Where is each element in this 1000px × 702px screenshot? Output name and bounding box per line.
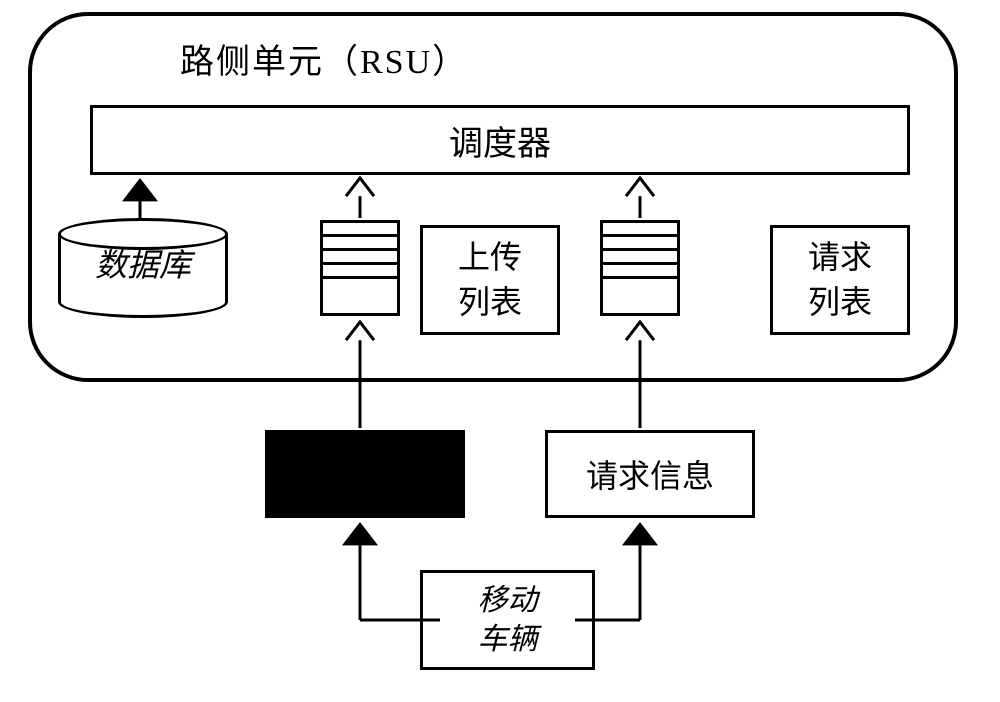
upload-list-box: 上传 列表	[420, 225, 560, 335]
diagram-canvas: 路侧单元（RSU） 调度器 数据库 上传 列表 请求 列表 请求信息 移动	[0, 0, 1000, 702]
queue-slot	[600, 262, 680, 276]
request-list-box: 请求 列表	[770, 225, 910, 335]
upload-list-label-top: 上传	[458, 235, 522, 280]
queue-slot	[600, 248, 680, 262]
vehicle-label-bottom: 车辆	[478, 620, 538, 659]
queue-slot	[320, 262, 400, 276]
request-info-box: 请求信息	[545, 430, 755, 518]
queue-slot	[320, 248, 400, 262]
queue-slot	[600, 234, 680, 248]
queue-slot	[320, 220, 400, 234]
uploaded-data-blackbox	[265, 430, 465, 518]
request-list-label-top: 请求	[808, 235, 872, 280]
rsu-title: 路侧单元（RSU）	[180, 34, 468, 83]
queue-slot	[600, 276, 680, 316]
queue-slot	[320, 276, 400, 316]
database-cylinder: 数据库	[58, 218, 228, 318]
database-label: 数据库	[58, 240, 228, 286]
mobile-vehicle-box: 移动 车辆	[420, 570, 595, 670]
upload-list-label-bottom: 列表	[458, 280, 522, 325]
upload-queue	[320, 220, 400, 316]
vehicle-label-top: 移动	[478, 581, 538, 620]
scheduler-box: 调度器	[90, 105, 910, 175]
request-list-label-bottom: 列表	[808, 280, 872, 325]
queue-slot	[600, 220, 680, 234]
queue-slot	[320, 234, 400, 248]
request-queue	[600, 220, 680, 316]
